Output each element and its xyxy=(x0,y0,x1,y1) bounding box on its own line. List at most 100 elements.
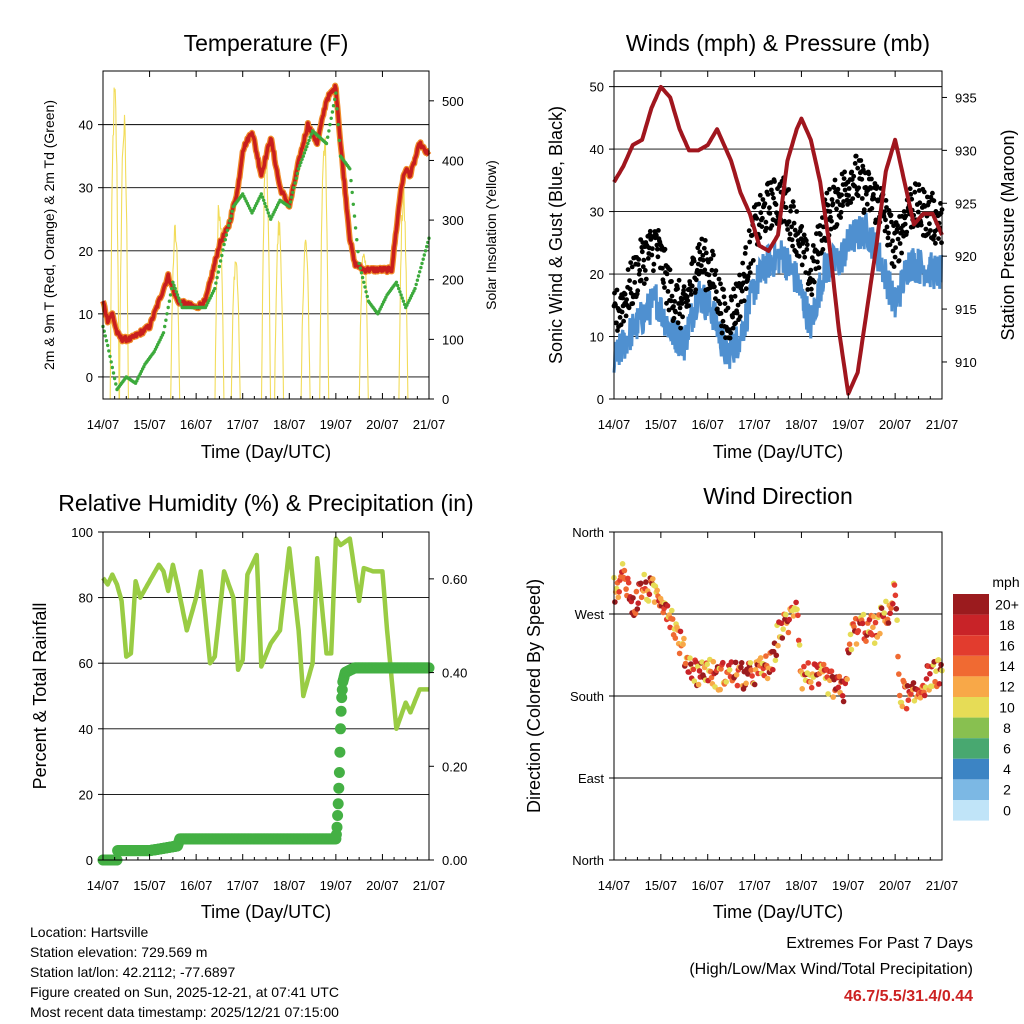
gust-point xyxy=(655,246,660,252)
legend-swatch xyxy=(953,655,989,677)
y-tick-label: North xyxy=(572,525,604,540)
wind-direction-point xyxy=(747,660,754,666)
gust-point xyxy=(619,309,625,315)
gust-point xyxy=(791,204,796,209)
wind-direction-point xyxy=(936,681,943,687)
gust-point xyxy=(801,232,807,238)
gust-point xyxy=(618,322,624,328)
wind-direction-point xyxy=(790,613,797,619)
dewpoint-point xyxy=(216,270,220,274)
wind-direction-point xyxy=(896,692,903,699)
dewpoint-point xyxy=(365,294,369,299)
x-tick-label: 20/07 xyxy=(366,878,399,893)
wind-direction-point xyxy=(664,603,671,609)
gust-point xyxy=(643,276,649,282)
gust-point xyxy=(882,209,887,215)
gust-point xyxy=(830,201,836,207)
wind-direction-point xyxy=(785,629,792,636)
gust-point xyxy=(709,267,715,273)
gust-point xyxy=(765,192,771,197)
dewpoint-point xyxy=(266,211,270,215)
solar-insolation-line xyxy=(230,261,241,400)
wind-direction-point xyxy=(619,561,626,567)
gust-point xyxy=(746,228,752,234)
dewpoint-point xyxy=(394,280,399,284)
dewpoint-point xyxy=(330,110,335,114)
wind-direction-point xyxy=(786,616,792,623)
dewpoint-point xyxy=(415,278,420,282)
dewpoint-point xyxy=(334,91,338,95)
gust-point xyxy=(838,215,843,220)
wind-direction-point xyxy=(641,571,647,578)
dewpoint-point xyxy=(425,244,429,249)
gust-point xyxy=(725,305,731,311)
gust-point xyxy=(739,288,745,294)
gust-point xyxy=(760,197,766,202)
wind-direction-point xyxy=(890,601,896,607)
gust-point xyxy=(799,224,805,229)
gust-point xyxy=(769,223,775,229)
dewpoint-point xyxy=(358,266,362,270)
gust-point xyxy=(804,242,810,248)
dewpoint-point xyxy=(103,334,108,338)
dewpoint-point xyxy=(350,190,354,195)
dewpoint-point xyxy=(171,280,175,284)
solar-insolation-line xyxy=(398,188,409,400)
legend-label: 14 xyxy=(999,658,1015,674)
wind-direction-point xyxy=(844,676,850,682)
gust-point xyxy=(635,288,641,294)
x-tick-label: 15/07 xyxy=(645,878,678,893)
gust-point xyxy=(810,243,816,248)
gust-point xyxy=(856,185,862,191)
gust-point xyxy=(733,320,738,326)
wind-direction-point xyxy=(825,691,831,697)
gust-point xyxy=(903,213,909,219)
y2-tick-label: 0 xyxy=(442,392,449,407)
dewpoint-point xyxy=(307,138,311,143)
legend-label: 20+ xyxy=(995,596,1019,612)
gust-point xyxy=(839,192,844,198)
gust-point xyxy=(794,209,800,214)
wind-direction-point xyxy=(899,703,906,710)
winds-y-label: Sonic Wind & Gust (Blue, Black) xyxy=(546,106,566,364)
gust-point xyxy=(829,218,834,224)
wind-direction-point xyxy=(615,594,622,601)
gust-point xyxy=(620,295,625,301)
gust-point xyxy=(888,212,894,218)
gust-point xyxy=(629,264,635,270)
gust-point xyxy=(743,286,749,292)
wind-direction-point xyxy=(851,624,857,630)
y-tick-label: 0 xyxy=(86,370,93,385)
gust-point xyxy=(741,298,747,304)
y-tick-label: 0 xyxy=(86,853,93,868)
wind-direction-point xyxy=(633,588,640,595)
wind-direction-point xyxy=(708,674,715,681)
gust-point xyxy=(676,301,681,306)
wind-direction-point xyxy=(733,672,740,678)
dewpoint-point xyxy=(168,293,173,297)
gust-point xyxy=(651,261,657,267)
dewpoint-point xyxy=(296,167,301,171)
temperature-x-label: Time (Day/UTC) xyxy=(201,442,331,462)
dewpoint-point xyxy=(413,286,417,291)
wind-direction-point xyxy=(734,682,741,689)
gust-point xyxy=(887,242,893,248)
y-tick-label: 60 xyxy=(79,656,93,671)
gust-point xyxy=(791,220,797,226)
dewpoint-point xyxy=(420,261,424,266)
gust-point xyxy=(868,186,874,191)
gust-point xyxy=(664,300,669,306)
wind-direction-point xyxy=(682,660,689,667)
y-tick-label: 10 xyxy=(590,330,604,345)
wind-direction-point xyxy=(799,686,805,692)
wind-direction-point xyxy=(650,576,656,582)
gust-point xyxy=(664,271,670,277)
x-tick-label: 19/07 xyxy=(320,878,353,893)
gust-point xyxy=(931,198,937,204)
legend-swatch xyxy=(953,676,989,697)
y-tick-label: 40 xyxy=(79,118,93,133)
wind-direction-point xyxy=(881,610,887,616)
gust-point xyxy=(713,268,719,274)
dewpoint-point xyxy=(111,371,116,375)
gust-point xyxy=(681,288,686,293)
